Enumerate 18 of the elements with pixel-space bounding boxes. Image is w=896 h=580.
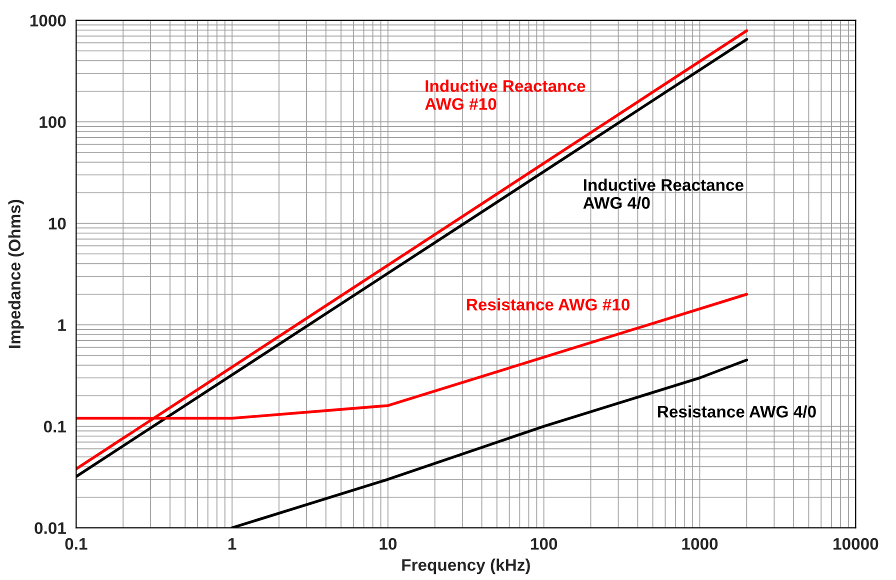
x-axis-title: Frequency (kHz)	[402, 558, 530, 574]
series-label: Resistance AWG #10	[467, 298, 630, 310]
series-label: Resistance AWG 4/0	[658, 405, 816, 418]
y-tick-label: 1000	[30, 14, 66, 27]
y-tick-label: 0.01	[34, 522, 66, 534]
y-axis-title: Impedance (Ohms)	[8, 200, 24, 348]
x-tick-label: 0.1	[65, 538, 88, 550]
series-label: Inductive Reactance AWG #10	[425, 80, 586, 110]
x-tick-label: 10000	[834, 538, 878, 550]
y-tick-label: 10	[48, 218, 66, 230]
x-tick-label: 10	[380, 538, 397, 550]
x-tick-label: 1	[228, 538, 236, 550]
x-tick-label: 1000	[682, 538, 718, 550]
y-tick-label: 0.1	[44, 420, 66, 433]
y-tick-label: 100	[40, 116, 66, 128]
x-tick-label: 100	[531, 538, 558, 550]
series-label: Inductive Reactance AWG 4/0	[583, 178, 744, 210]
y-tick-label: 1	[58, 319, 66, 331]
